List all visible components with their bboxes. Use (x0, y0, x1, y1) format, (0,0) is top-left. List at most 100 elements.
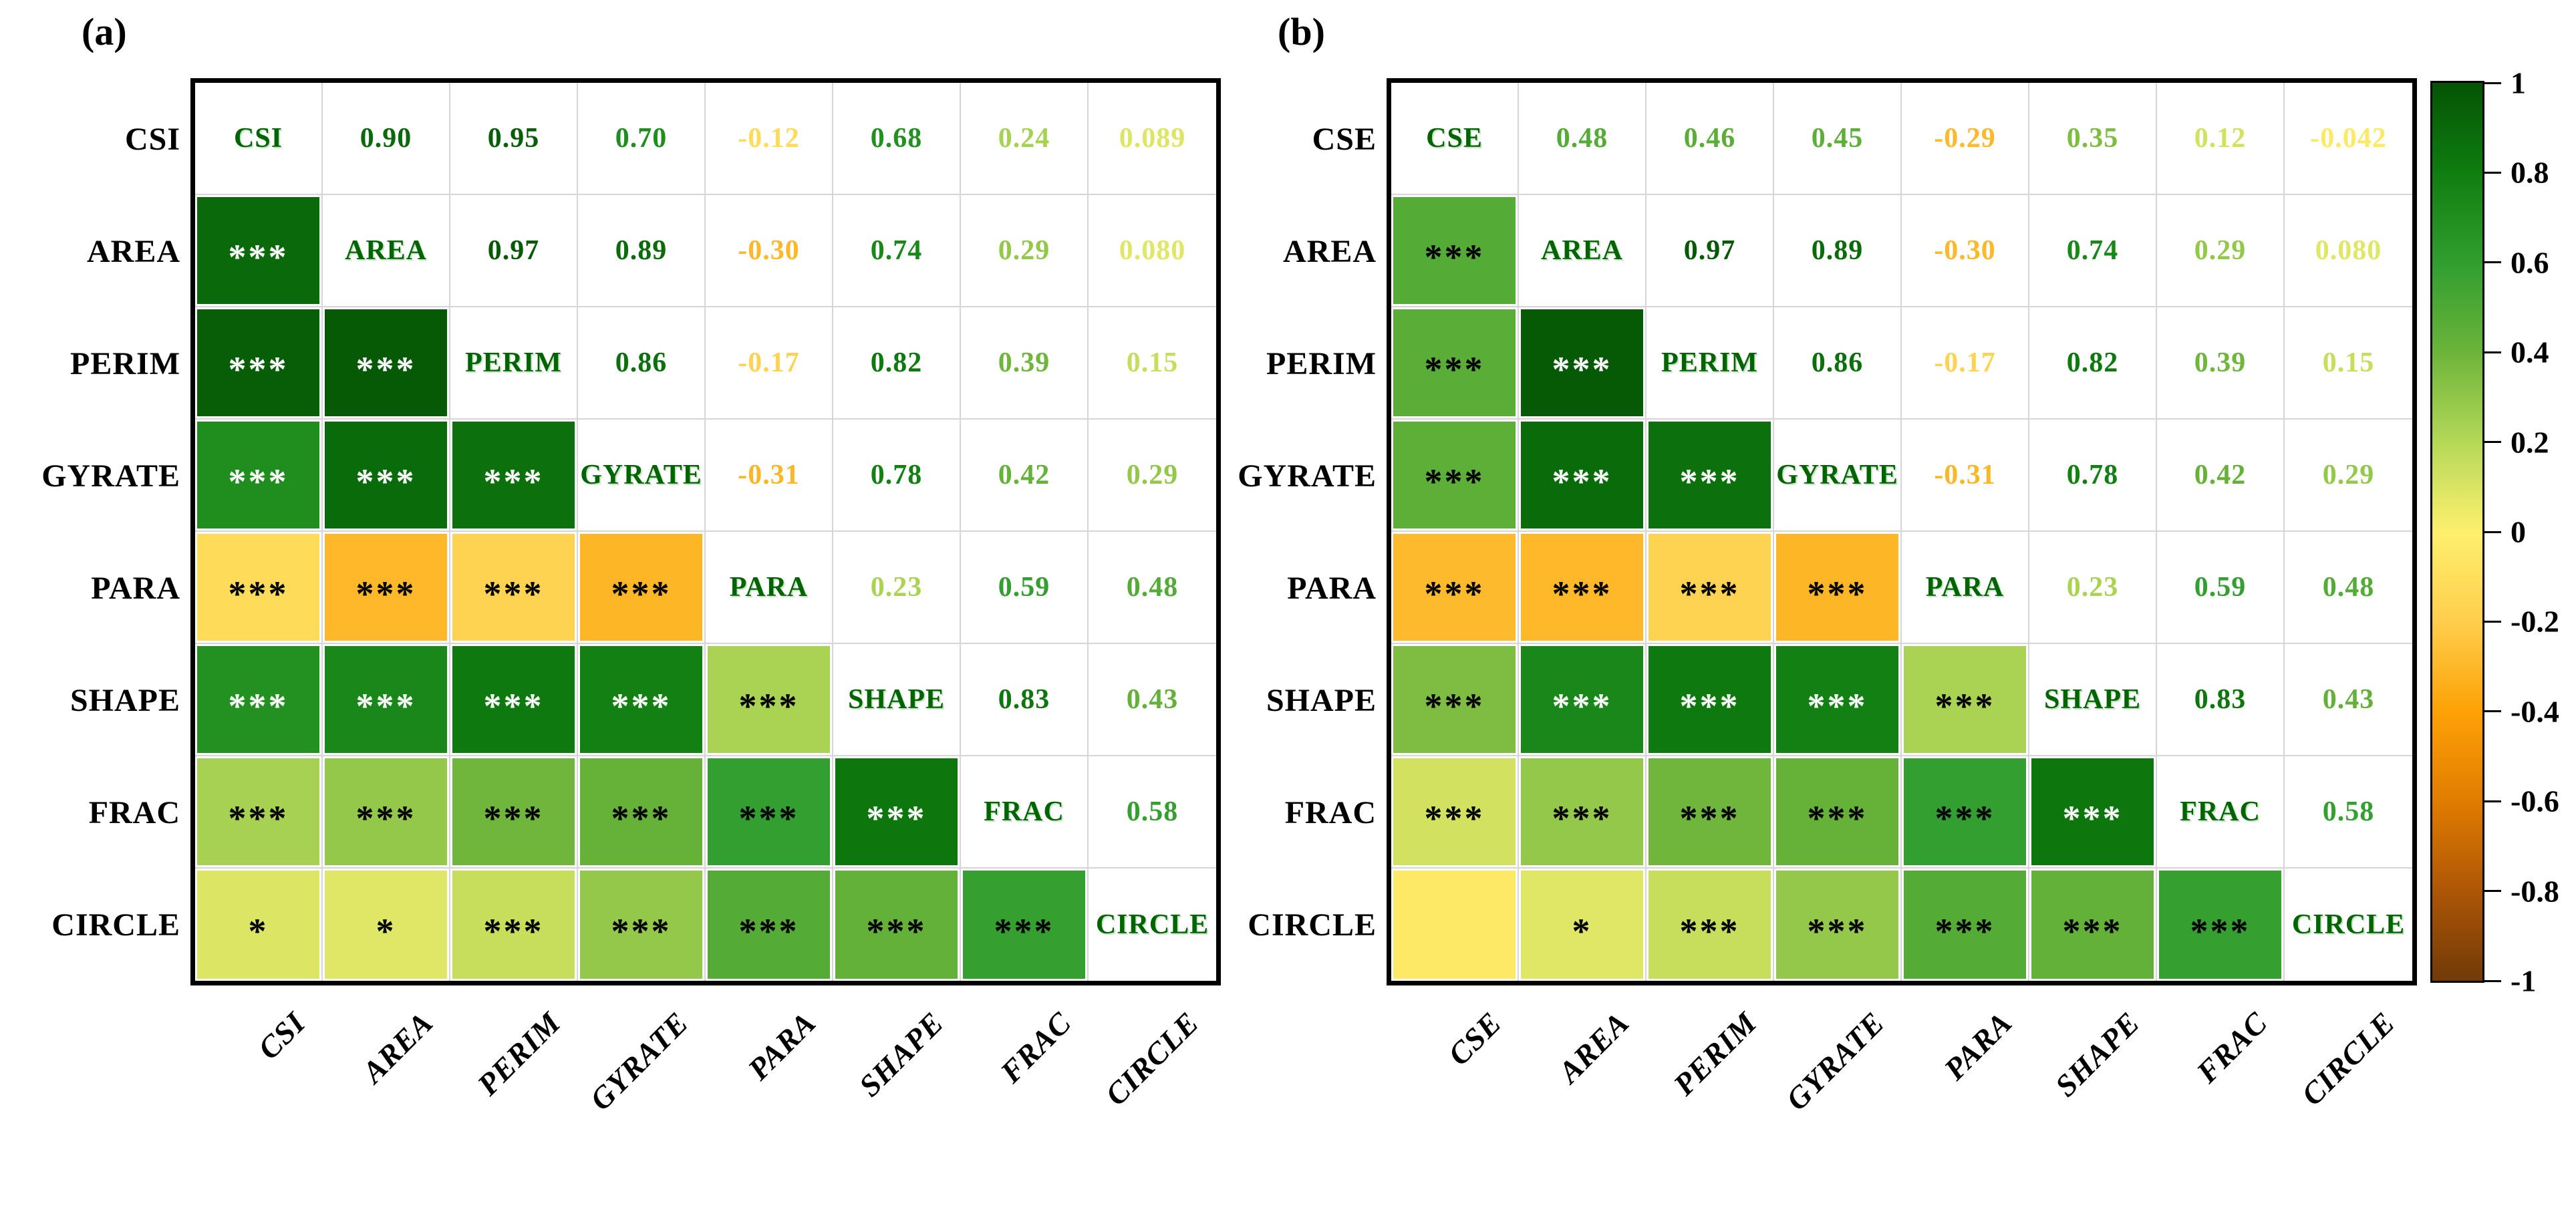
correlation-value: 0.90 (360, 123, 412, 154)
matrix-cell-gyrate-cse: *** (1391, 420, 1519, 532)
diagonal-label: AREA (344, 235, 427, 266)
correlation-value: 0.58 (2322, 796, 2375, 827)
matrix-cell-circle-perim: *** (450, 869, 578, 981)
correlation-swatch: *** (452, 871, 575, 979)
matrix-cell-area-area: AREA (1519, 195, 1647, 307)
correlation-value: 0.89 (615, 235, 668, 266)
matrix-cell-frac-shape: *** (2029, 756, 2157, 869)
x-axis-label-shape: SHAPE (2048, 1005, 2146, 1103)
matrix-cell-para-para: PARA (706, 532, 833, 644)
significance-stars: *** (611, 685, 672, 726)
correlation-value: -0.042 (2310, 123, 2387, 154)
correlation-swatch: *** (452, 422, 575, 528)
matrix-cell-para-circle: 0.48 (2285, 532, 2412, 644)
x-axis-label-frac: FRAC (2189, 1005, 2274, 1090)
correlation-value: 0.29 (1126, 460, 1179, 490)
matrix-cell-cse-cse: CSE (1391, 83, 1519, 195)
matrix-cell-area-frac: 0.29 (2157, 195, 2285, 307)
significance-stars: *** (611, 573, 672, 614)
row-label-shape: SHAPE (69, 682, 180, 718)
colorbar-tick (2482, 890, 2501, 893)
correlation-value: 0.68 (870, 123, 923, 154)
colorbar-tick-label: -0.8 (2511, 874, 2559, 909)
diagonal-label: GYRATE (1776, 460, 1898, 490)
correlation-swatch: *** (1776, 871, 1898, 979)
significance-stars: *** (1679, 685, 1740, 726)
matrix-cell-area-gyrate: 0.89 (578, 195, 706, 307)
significance-stars: *** (355, 685, 416, 726)
matrix-cell-frac-perim: *** (450, 756, 578, 869)
matrix-cell-frac-frac: FRAC (2157, 756, 2285, 869)
significance-stars: *** (1424, 349, 1485, 390)
significance-stars: *** (1552, 798, 1612, 838)
diagonal-label: CIRCLE (1095, 909, 1209, 940)
matrix-cell-circle-circle: CIRCLE (1089, 869, 1216, 981)
row-label-area: AREA (86, 233, 180, 269)
matrix-cell-gyrate-area: *** (1519, 420, 1647, 532)
correlation-swatch: *** (1649, 646, 1771, 753)
colorbar-tick-label: -0.6 (2511, 784, 2559, 818)
matrix-cell-perim-frac: 0.39 (2157, 307, 2285, 420)
matrix-cell-csi-frac: 0.24 (961, 83, 1089, 195)
correlation-swatch: *** (1521, 309, 1643, 416)
matrix-cell-perim-frac: 0.39 (961, 307, 1089, 420)
colorbar-tick (2482, 710, 2501, 713)
row-label-circle: CIRCLE (51, 907, 180, 943)
correlation-swatch: *** (1521, 646, 1643, 753)
correlation-value: 0.42 (2194, 460, 2247, 490)
matrix-cell-frac-area: *** (1519, 756, 1647, 869)
matrix-cell-shape-area: *** (1519, 644, 1647, 756)
correlation-value: 0.35 (2066, 123, 2119, 154)
correlation-swatch: *** (325, 422, 447, 528)
matrix-cell-para-perim: *** (450, 532, 578, 644)
correlation-swatch: *** (1649, 871, 1771, 979)
matrix-cell-area-shape: 0.74 (2029, 195, 2157, 307)
correlation-swatch: *** (197, 309, 319, 416)
matrix-cell-circle-frac: *** (2157, 869, 2285, 981)
significance-stars: *** (1424, 685, 1485, 726)
colorbar-tick (2482, 800, 2501, 802)
matrix-cell-csi-para: -0.12 (706, 83, 833, 195)
matrix-cell-para-shape: 0.23 (833, 532, 961, 644)
significance-stars: *** (483, 798, 544, 838)
row-label-cse: CSE (1312, 121, 1377, 157)
correlation-value: 0.83 (998, 684, 1050, 715)
matrix-cell-shape-para: *** (1902, 644, 2029, 756)
significance-stars: *** (1935, 911, 1995, 951)
correlation-swatch: *** (835, 871, 958, 979)
matrix-cell-area-circle: 0.080 (2285, 195, 2412, 307)
matrix-cell-shape-frac: 0.83 (2157, 644, 2285, 756)
correlation-swatch: *** (1393, 197, 1516, 304)
correlation-swatch: *** (580, 534, 702, 641)
correlation-value: 0.29 (998, 235, 1050, 266)
matrix-cell-cse-perim: 0.46 (1647, 83, 1774, 195)
correlation-value: 0.82 (870, 347, 923, 378)
correlation-swatch: *** (1393, 422, 1516, 528)
correlation-value: 0.15 (2322, 347, 2375, 378)
correlation-swatch: *** (963, 871, 1085, 979)
correlation-swatch: *** (1904, 871, 2026, 979)
x-axis-label-gyrate: GYRATE (1779, 1005, 1891, 1117)
correlation-swatch: * (197, 871, 319, 979)
correlation-value: 0.89 (1811, 235, 1864, 266)
x-axis-label-area: AREA (1551, 1005, 1636, 1090)
correlation-value: 0.86 (1811, 347, 1864, 378)
matrix-cell-shape-perim: *** (450, 644, 578, 756)
matrix-cell-gyrate-circle: 0.29 (1089, 420, 1216, 532)
correlation-value: 0.83 (2194, 684, 2247, 715)
correlation-value: 0.089 (1119, 123, 1186, 154)
correlation-swatch: *** (1649, 422, 1771, 528)
significance-stars: *** (1679, 798, 1740, 838)
significance-stars: *** (483, 911, 544, 951)
matrix-cell-para-gyrate: *** (578, 532, 706, 644)
correlation-value: 0.39 (2194, 347, 2247, 378)
significance-stars: *** (611, 911, 672, 951)
significance-stars: *** (228, 349, 289, 390)
correlation-value: -0.31 (1934, 460, 1996, 490)
correlation-swatch: *** (1393, 534, 1516, 641)
colorbar-tick-label: -0.4 (2511, 694, 2559, 729)
matrix-cell-frac-para: *** (1902, 756, 2029, 869)
x-axis-label-para: PARA (1937, 1005, 2019, 1087)
matrix-cell-para-perim: *** (1647, 532, 1774, 644)
matrix-cell-shape-cse: *** (1391, 644, 1519, 756)
